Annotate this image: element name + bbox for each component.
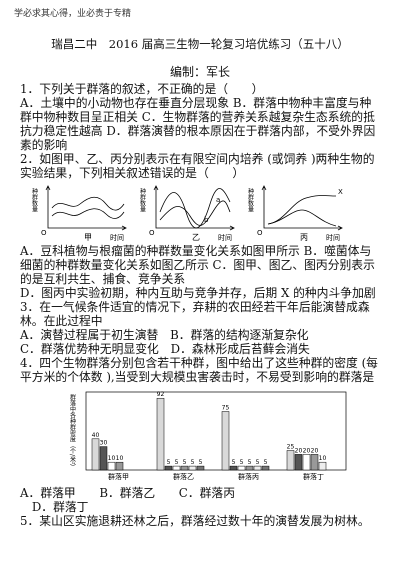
bar	[294, 454, 303, 471]
bar	[107, 461, 116, 471]
value-label: 25	[287, 444, 295, 451]
group-label: 群落丙	[238, 472, 259, 481]
value-label: 20	[295, 447, 303, 454]
value-label: 5	[256, 459, 260, 466]
question-stem: 3．在一气候条件适宜的情况下，弃耕的农田经若干年后能演替成森林。在此过程中	[20, 300, 370, 328]
value-label: 5	[248, 459, 252, 466]
panel-label: 甲	[84, 233, 92, 242]
option: B．群落乙	[99, 486, 156, 500]
option: D．群落演替的根本原因在于群落内部，不受外界因素的影响	[20, 124, 376, 152]
value-label: 10	[116, 455, 124, 462]
header-motto: 学必求其心得，业必贵于专精	[14, 9, 132, 19]
title: 瑞昌二中 2016 届高三生物一轮复习培优练习（五十八）	[51, 37, 349, 51]
plot-frame	[85, 391, 347, 471]
axis-label: 种群数量	[31, 187, 38, 213]
value-label: 5	[191, 459, 195, 466]
option: A．豆科植物与根瘤菌的种群数量变化关系如图甲所示	[20, 244, 300, 258]
bar	[253, 465, 262, 471]
options: A．土壤中的小动物也存在垂直分层现象 B．群落中物种丰富度与种群中物种数目呈正相…	[20, 96, 382, 152]
bar	[172, 465, 181, 471]
bar	[164, 465, 173, 471]
content: 1．下列关于群落的叙述，不正确的是（ ） A．土壤中的小动物也存在垂直分层现象 …	[20, 82, 382, 528]
bar	[286, 450, 295, 471]
bar	[237, 465, 246, 471]
bar	[180, 465, 189, 471]
bar	[91, 438, 100, 471]
option: B．群落的结构逐渐复杂化	[170, 328, 309, 342]
curve-label: X	[338, 188, 343, 196]
curve-label: a	[216, 196, 220, 204]
options: D．群落丁	[20, 500, 382, 514]
question-stem: 5．某山区实施退耕还林之后，群落经过数十年的演替发展为树林。	[20, 514, 370, 528]
value-label: 5	[240, 459, 244, 466]
origin-label: O	[41, 229, 47, 237]
value-label: 92	[157, 391, 165, 398]
value-label: 5	[264, 459, 268, 466]
option: C．群落丙	[178, 486, 236, 500]
value-label: 5	[199, 459, 203, 466]
options: D．图丙中实验初期，种内互助与竞争并存，后期 X 的种内斗争加剧 3．在一气候条…	[20, 286, 382, 328]
panel-label: 乙	[192, 233, 200, 242]
value-label: 5	[175, 459, 179, 466]
option: C．图甲、图乙、图丙分别表示的是互利共生、捕食、竞争关系	[20, 258, 375, 286]
value-label: 10	[319, 455, 327, 462]
bar	[99, 446, 108, 471]
axis-label: 时间	[326, 233, 340, 242]
option: D．森林形成后苔藓会消失	[170, 342, 310, 356]
options: C．群落优势种无明显变化 D．森林形成后苔藓会消失	[20, 342, 382, 356]
option: D．群落丁	[31, 500, 89, 514]
group-label: 群落丁	[303, 472, 324, 481]
bar	[245, 465, 254, 471]
value-label: 20	[303, 447, 311, 454]
option: A．演替过程属于初生演替	[20, 328, 159, 342]
option: B．群落中物种丰富度与种群中物种数目呈正相关	[20, 96, 372, 124]
bar	[156, 397, 165, 471]
value-label: 10	[108, 455, 116, 462]
bar	[318, 461, 327, 471]
origin-label: O	[149, 229, 155, 237]
value-label: 75	[222, 405, 230, 412]
question-stem: 2．如图甲、乙、丙分别表示在有限空间内培养 (或饲养 )两种生物的实验结果，下列…	[20, 152, 375, 180]
question-stem: 1．下列关于群落的叙述，不正确的是（ ）	[20, 82, 264, 96]
question-stem: 4．四个生物群落分别包含若干种群，图中给出了这些种群的密度 (每平方米的个体数 …	[20, 356, 378, 384]
axis-label: 种群数量	[139, 187, 146, 213]
option: B．噬菌体与细菌的种群数量变化关系如图乙所示	[20, 244, 372, 272]
value-label: 20	[311, 447, 319, 454]
axis-label: 时间	[218, 233, 232, 242]
option: D．图丙中实验初期，种内互助与竞争并存，后期 X 的种内斗争加剧	[20, 286, 376, 300]
curve-label: b	[204, 216, 209, 224]
value-label: 40	[92, 432, 100, 439]
panel-label: 丙	[300, 233, 308, 242]
bar	[261, 465, 270, 471]
axis-label: 种群数量	[247, 187, 254, 213]
bar	[188, 465, 197, 471]
value-label: 30	[100, 440, 108, 447]
option: C．生物群落的营养关系越复杂生态系统的抵抗力稳定性越高	[20, 110, 375, 138]
group-label: 群落乙	[173, 472, 194, 481]
option: A．土壤中的小动物也存在垂直分层现象	[20, 96, 230, 110]
axis-label: 群落中各种群密度（个/米²）	[69, 393, 76, 470]
value-label: 5	[232, 459, 236, 466]
bar	[196, 465, 205, 471]
bar	[310, 454, 319, 471]
option: C．群落优势种无明显变化	[20, 342, 159, 356]
bar	[302, 454, 311, 471]
axis-label: 时间	[110, 233, 124, 242]
option: A．群落甲	[20, 486, 76, 500]
value-label: 5	[167, 459, 171, 466]
bar	[229, 465, 238, 471]
bar	[221, 411, 230, 471]
editor: 编制：军长	[169, 65, 230, 79]
options: A．演替过程属于初生演替 B．群落的结构逐渐复杂化	[20, 328, 382, 342]
options: A．豆科植物与根瘤菌的种群数量变化关系如图甲所示 B．噬菌体与细菌的种群数量变化…	[20, 244, 382, 286]
bar	[115, 461, 124, 471]
value-label: 5	[183, 459, 187, 466]
group-label: 群落甲	[108, 472, 129, 481]
options: A．群落甲 B．群落乙 C．群落丙	[20, 486, 382, 500]
origin-label: O	[257, 229, 263, 237]
